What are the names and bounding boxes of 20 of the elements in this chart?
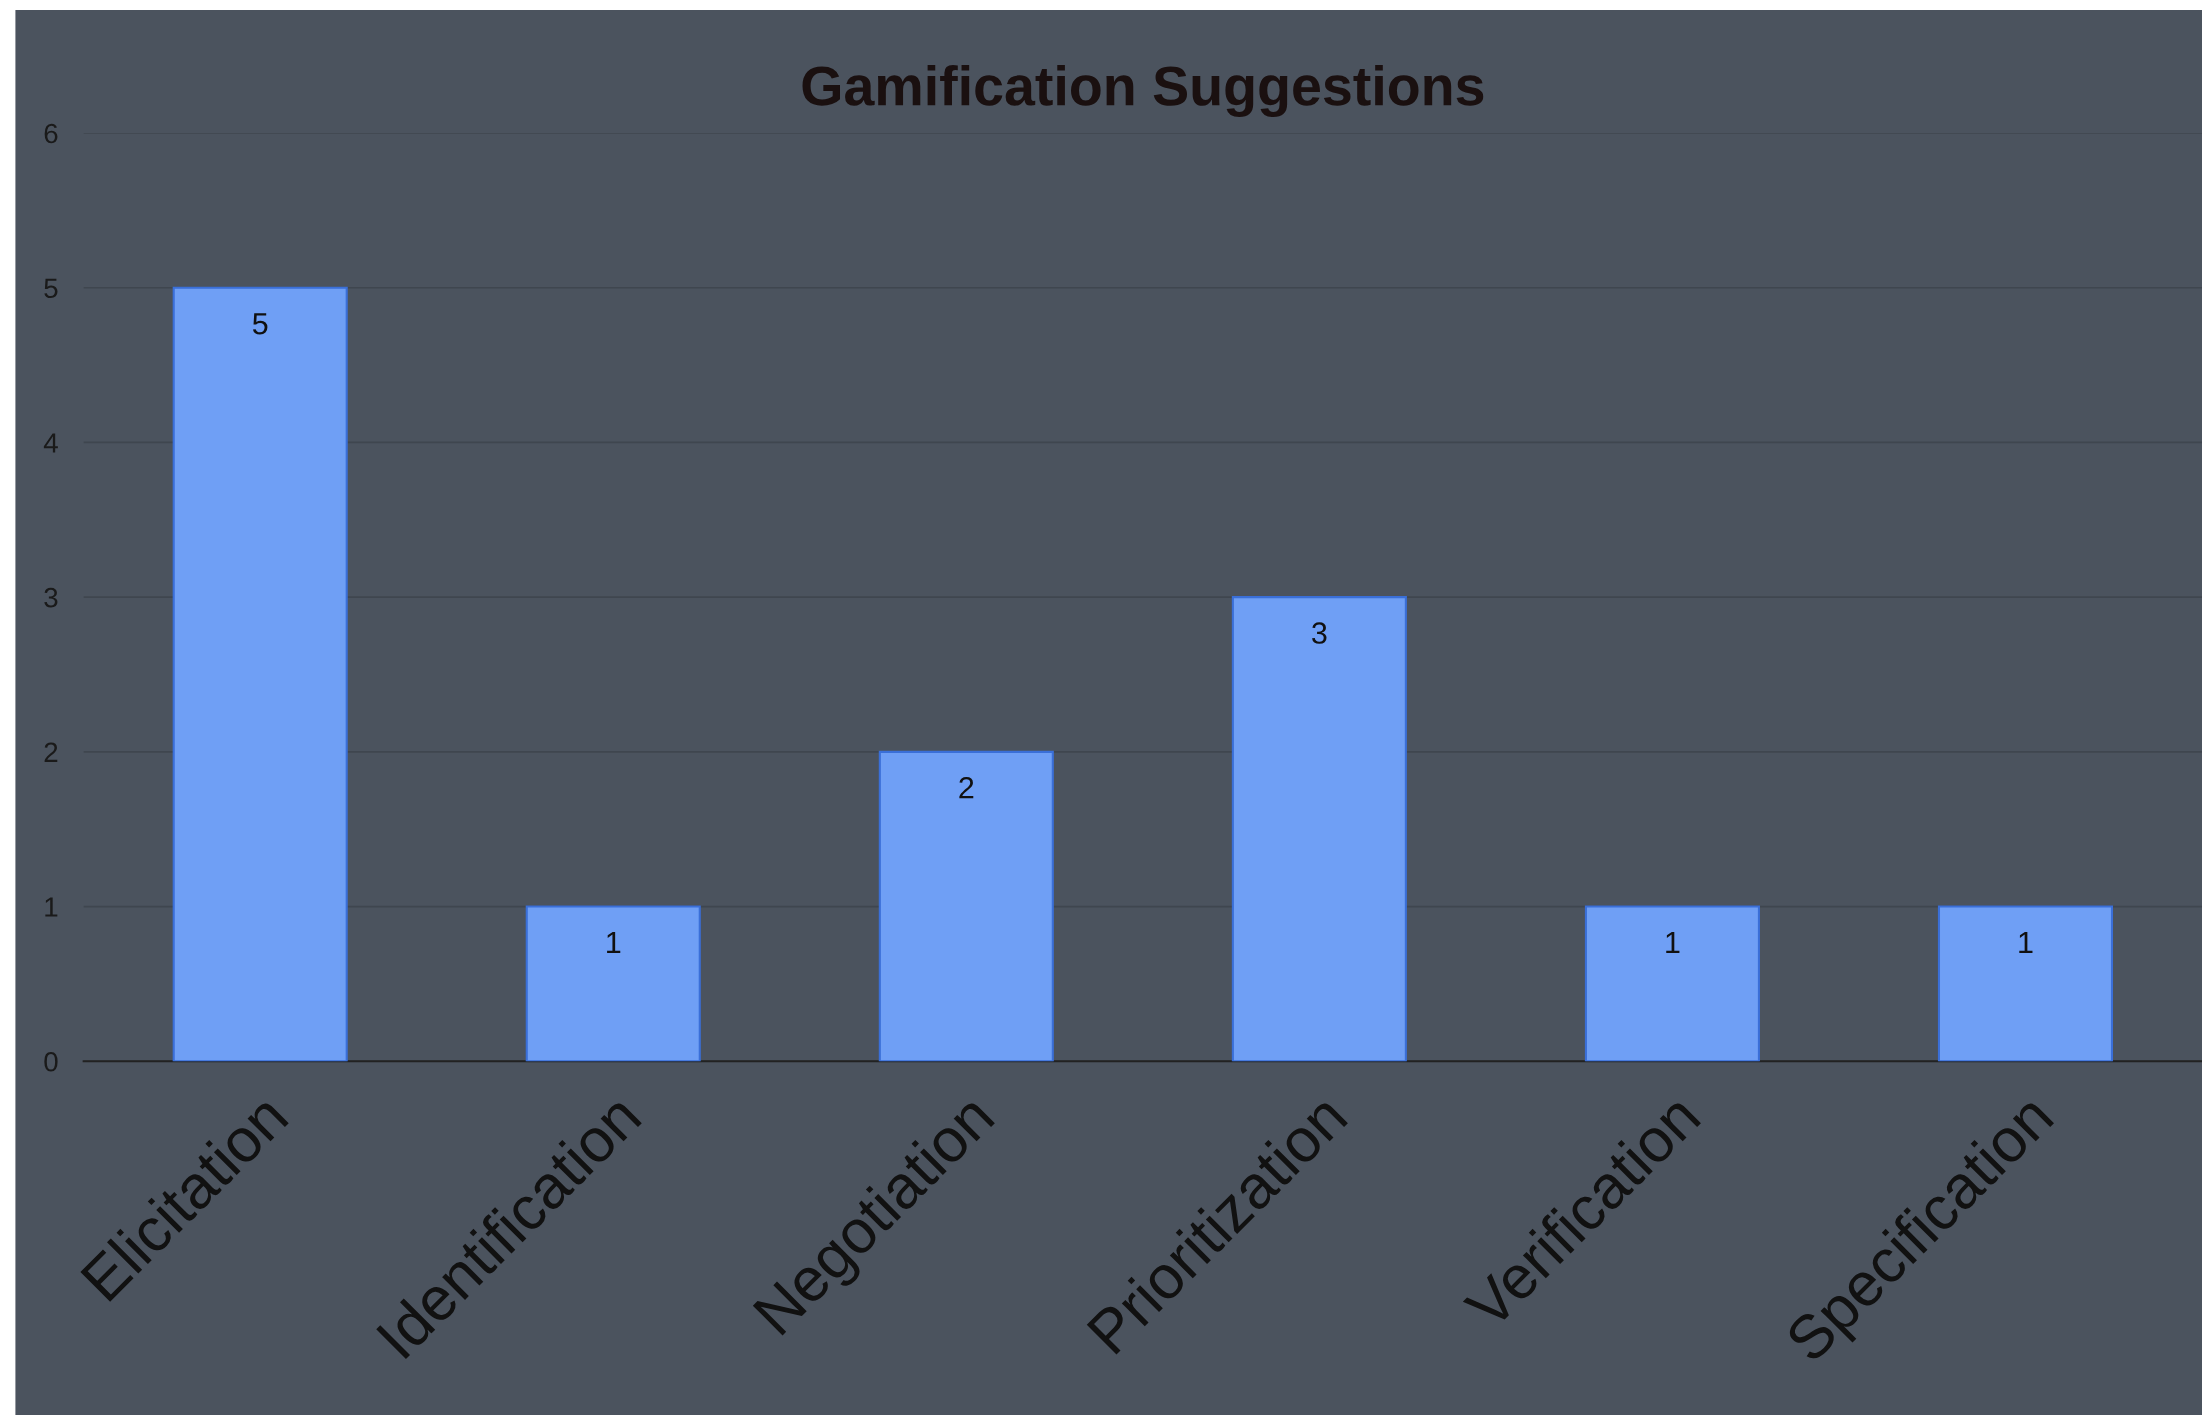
bar xyxy=(525,905,701,1062)
data-label: 5 xyxy=(252,313,268,335)
bar xyxy=(1231,596,1407,1062)
data-label: 1 xyxy=(2019,931,2033,953)
data-label: 2 xyxy=(959,776,974,799)
y-tick-label: 3 xyxy=(44,587,58,608)
y-tick-label: 1 xyxy=(45,897,58,917)
y-tick-label: 6 xyxy=(44,123,58,144)
data-label: 1 xyxy=(1666,931,1680,953)
bar xyxy=(172,286,348,1062)
bar xyxy=(1584,905,1760,1062)
data-label: 1 xyxy=(607,931,621,953)
y-tick-label: 0 xyxy=(44,1051,58,1072)
data-label: 3 xyxy=(1312,622,1327,644)
y-tick-label: 2 xyxy=(44,742,58,762)
bar xyxy=(878,750,1054,1062)
chart-title: Gamification Suggestions xyxy=(802,64,1484,117)
y-tick-label: 5 xyxy=(44,278,58,299)
bar xyxy=(1937,905,2114,1062)
y-tick-label: 4 xyxy=(43,433,58,453)
